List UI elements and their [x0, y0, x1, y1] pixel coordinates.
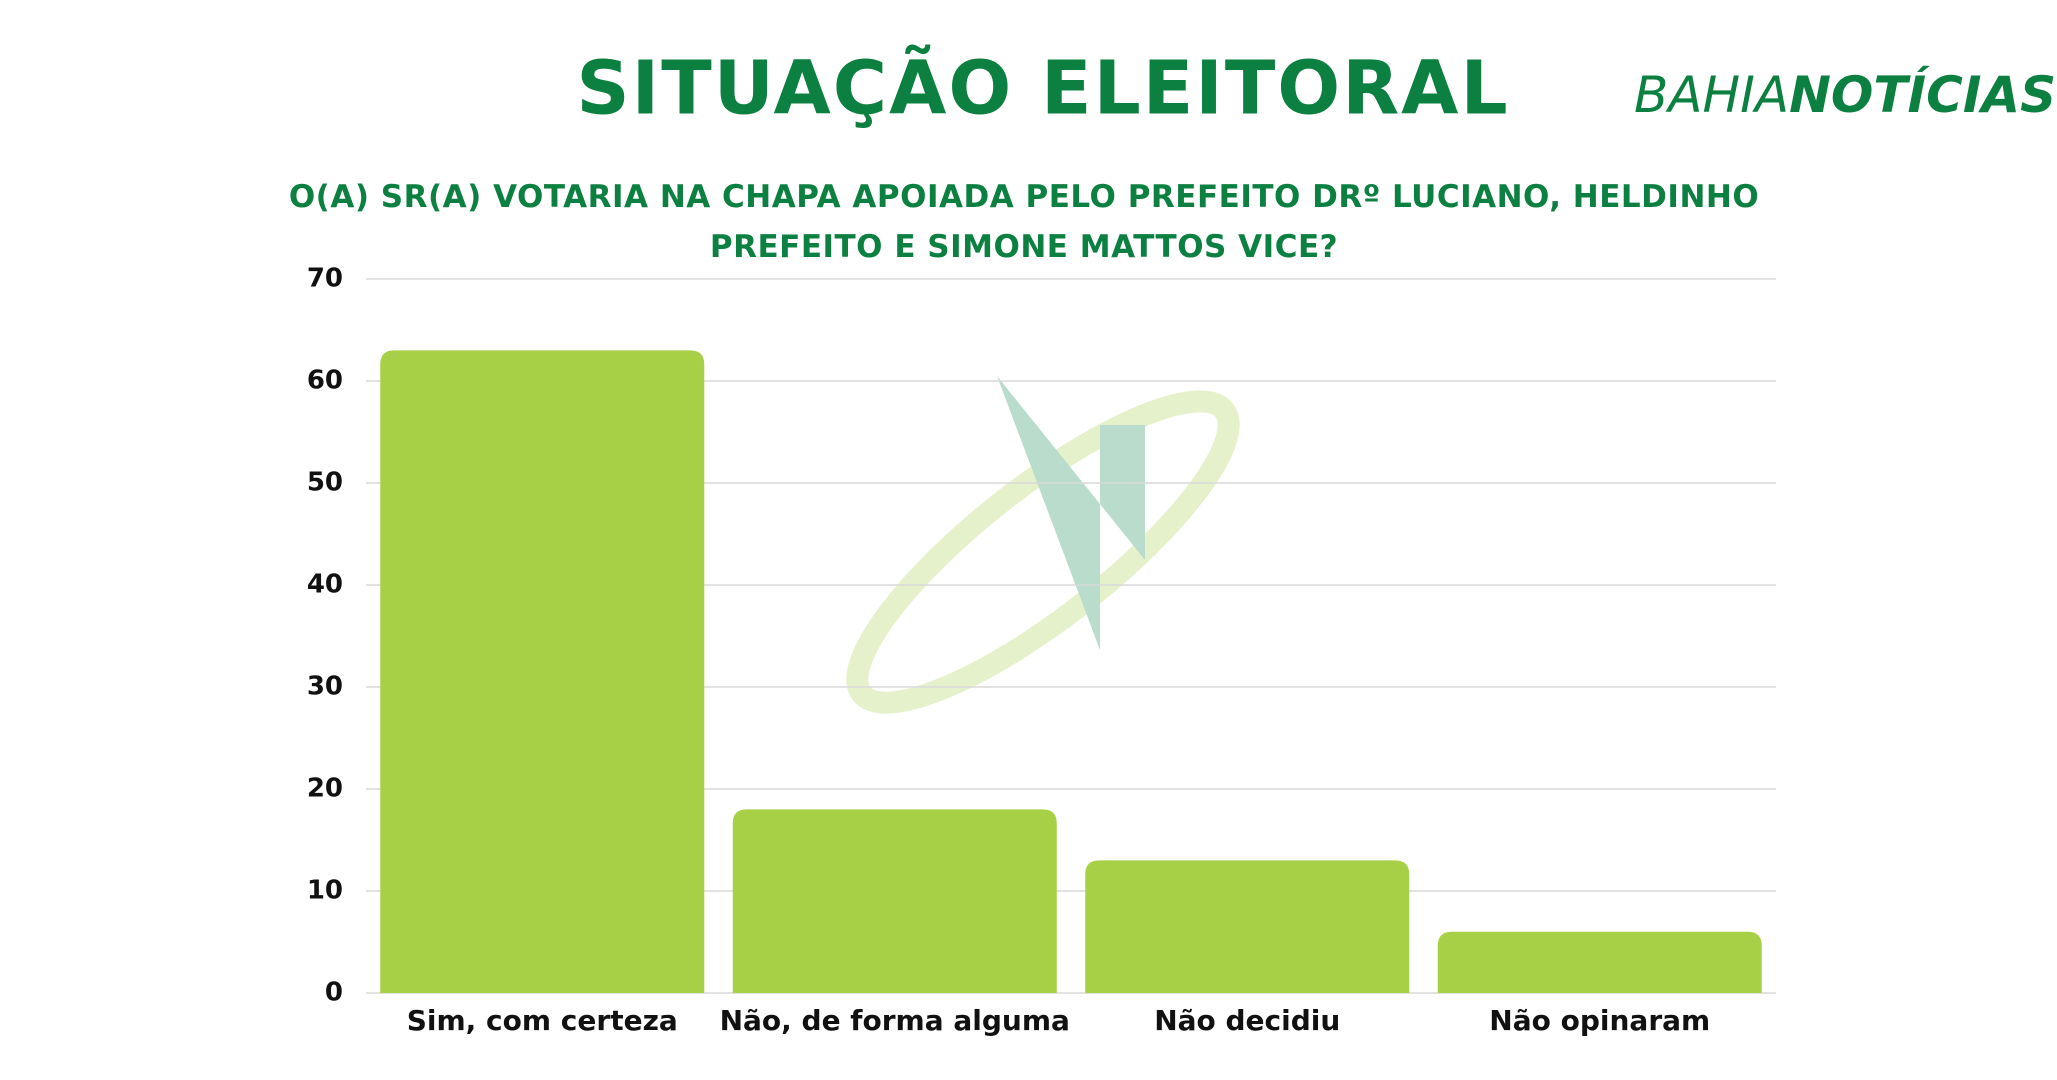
- y-tick-label: 50: [307, 468, 343, 498]
- x-tick-label: Não, de forma alguma: [720, 1004, 1070, 1037]
- bar: [380, 350, 705, 993]
- y-tick-label: 20: [307, 774, 343, 804]
- watermark: [846, 376, 1240, 714]
- x-tick-label: Não decidiu: [1154, 1004, 1340, 1037]
- bar: [1437, 931, 1762, 993]
- y-tick-label: 30: [307, 672, 343, 702]
- logo-part: BAHIANOTÍCIAS: [1634, 65, 2056, 124]
- y-tick-label: 0: [325, 978, 343, 1008]
- chart-title: SITUAÇÃO ELEITORAL: [576, 44, 1509, 132]
- y-tick-label: 60: [307, 366, 343, 396]
- chart-subtitle: O(A) SR(A) VOTARIA NA CHAPA APOIADA PELO…: [288, 179, 1760, 265]
- x-tick-label: Não opinaram: [1489, 1004, 1710, 1037]
- bar: [1085, 860, 1410, 993]
- bar: [732, 809, 1057, 993]
- y-tick-label: 40: [307, 570, 343, 600]
- logo-part: NOTÍCIAS: [1789, 65, 2056, 124]
- y-tick-label: 10: [307, 876, 343, 906]
- x-tick-label: Sim, com certeza: [407, 1004, 678, 1037]
- y-tick-label: 70: [307, 264, 343, 294]
- logo-part: BAHIA: [1634, 66, 1789, 124]
